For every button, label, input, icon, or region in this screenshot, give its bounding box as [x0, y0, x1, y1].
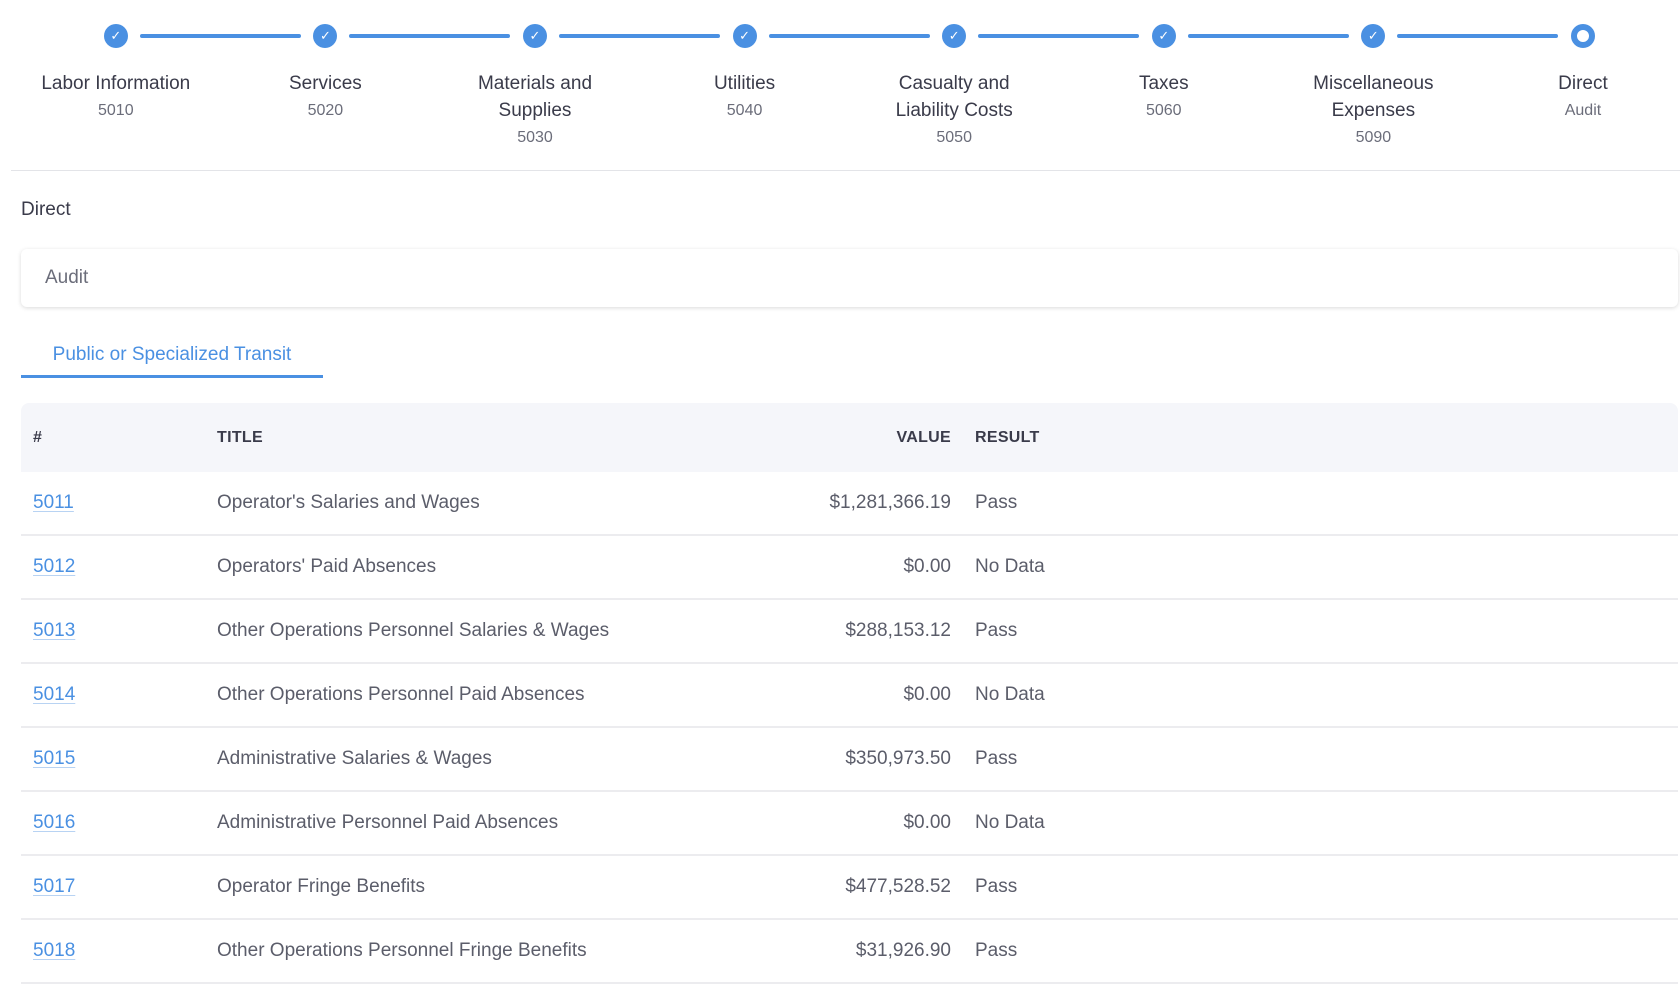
audit-table: # TITLE VALUE RESULT 5011 Operator's Sal… [21, 403, 1678, 984]
row-result: Pass [975, 620, 1018, 641]
row-value: $350,973.50 [845, 748, 951, 769]
table-row: 5013 Other Operations Personnel Salaries… [21, 600, 1678, 664]
row-title: Other Operations Personnel Fringe Benefi… [217, 940, 587, 961]
check-icon: ✓ [522, 24, 547, 48]
row-link[interactable]: 5015 [33, 748, 76, 769]
step-title: Materials and Supplies [477, 73, 593, 121]
step-Audit[interactable]: Direct Audit [1478, 0, 1680, 170]
row-value: $0.00 [903, 812, 951, 833]
step-5030[interactable]: ✓ Materials and Supplies 5030 [430, 0, 720, 170]
step-connector [978, 34, 1140, 38]
check-icon: ✓ [103, 24, 128, 48]
step-title: Labor Information [41, 73, 191, 94]
step-5060[interactable]: ✓ Taxes 5060 [1059, 0, 1349, 170]
step-label: Taxes 5060 [1059, 70, 1269, 124]
step-label: Labor Information 5010 [11, 70, 221, 124]
row-title: Other Operations Personnel Paid Absences [217, 684, 585, 705]
header-num: # [33, 428, 43, 446]
audit-panel[interactable]: Audit [21, 249, 1678, 307]
step-5040[interactable]: ✓ Utilities 5040 [640, 0, 930, 170]
row-result: No Data [975, 812, 1045, 833]
step-code: 5020 [307, 102, 344, 119]
table-row: 5012 Operators' Paid Absences $0.00 No D… [21, 536, 1678, 600]
table-header: # TITLE VALUE RESULT [21, 403, 1678, 472]
step-5050[interactable]: ✓ Casualty and Liability Costs 5050 [849, 0, 1140, 170]
step-label: Miscellaneous Expenses 5090 [1269, 70, 1479, 151]
step-title: Casualty and Liability Costs [895, 73, 1013, 121]
table-row: 5015 Administrative Salaries & Wages $35… [21, 728, 1678, 792]
step-code: 5050 [936, 129, 972, 146]
step-label: Direct Audit [1478, 70, 1680, 124]
table-row: 5018 Other Operations Personnel Fringe B… [21, 920, 1678, 984]
table-row: 5014 Other Operations Personnel Paid Abs… [21, 664, 1678, 728]
check-icon: ✓ [313, 24, 338, 48]
step-5020[interactable]: ✓ Services 5020 [221, 0, 511, 170]
step-connector [558, 34, 720, 38]
table-row: 5017 Operator Fringe Benefits $477,528.5… [21, 856, 1678, 920]
current-step-icon [1570, 24, 1595, 48]
row-link[interactable]: 5011 [33, 492, 74, 513]
step-title: Miscellaneous Expenses [1313, 73, 1434, 121]
row-value: $0.00 [903, 556, 951, 577]
step-code: 5010 [98, 102, 134, 119]
row-link[interactable]: 5017 [33, 876, 76, 897]
step-title: Direct [1558, 73, 1608, 94]
step-connector [349, 34, 511, 38]
step-code: 5030 [517, 129, 553, 146]
step-title: Services [288, 73, 362, 94]
row-title: Operator's Salaries and Wages [217, 492, 480, 513]
row-result: Pass [975, 748, 1018, 769]
row-title: Operators' Paid Absences [217, 556, 437, 577]
check-icon: ✓ [732, 24, 757, 48]
row-value: $477,528.52 [845, 876, 951, 897]
step-code: Audit [1564, 102, 1602, 119]
row-link[interactable]: 5013 [33, 620, 76, 641]
table-row: 5016 Administrative Personnel Paid Absen… [21, 792, 1678, 856]
header-title: TITLE [217, 428, 263, 446]
step-label: Services 5020 [221, 70, 431, 124]
row-value: $0.00 [903, 684, 951, 705]
step-connector [139, 34, 301, 38]
row-link[interactable]: 5014 [33, 684, 76, 705]
check-icon: ✓ [1151, 24, 1176, 48]
step-connector [1397, 34, 1559, 38]
row-title: Other Operations Personnel Salaries & Wa… [217, 620, 610, 641]
step-code: 5060 [1145, 102, 1182, 119]
check-icon: ✓ [942, 24, 967, 48]
row-title: Administrative Salaries & Wages [217, 748, 492, 769]
row-link[interactable]: 5012 [33, 556, 76, 577]
row-link[interactable]: 5016 [33, 812, 76, 833]
row-result: Pass [975, 940, 1018, 961]
row-title: Operator Fringe Benefits [217, 876, 426, 897]
row-value: $1,281,366.19 [829, 492, 951, 513]
table-row: 5011 Operator's Salaries and Wages $1,28… [21, 472, 1678, 536]
row-link[interactable]: 5018 [33, 940, 76, 961]
step-label: Casualty and Liability Costs 5050 [849, 70, 1059, 151]
row-title: Administrative Personnel Paid Absences [217, 812, 559, 833]
step-label: Materials and Supplies 5030 [430, 70, 640, 151]
step-5090[interactable]: ✓ Miscellaneous Expenses 5090 [1269, 0, 1559, 170]
section-title: Direct [21, 199, 71, 220]
step-code: 5090 [1355, 129, 1392, 146]
progress-stepper: ✓ Labor Information 5010 ✓ Services 5020 ✓ Mate… [11, 0, 1680, 171]
row-result: Pass [975, 492, 1018, 513]
tab-public-or-specialized-transit[interactable]: Public or Specialized Transit [21, 338, 323, 378]
header-result: RESULT [975, 428, 1040, 446]
row-result: No Data [975, 556, 1045, 577]
row-value: $288,153.12 [845, 620, 951, 641]
row-result: Pass [975, 876, 1018, 897]
header-value: VALUE [896, 428, 951, 446]
step-5010[interactable]: ✓ Labor Information 5010 [11, 0, 301, 170]
step-title: Utilities [713, 73, 776, 94]
row-result: No Data [975, 684, 1045, 705]
step-label: Utilities 5040 [640, 70, 850, 124]
step-title: Taxes [1138, 73, 1189, 94]
step-connector [768, 34, 930, 38]
step-code: 5040 [726, 102, 763, 119]
step-connector [1187, 34, 1349, 38]
check-icon: ✓ [1361, 24, 1386, 48]
row-value: $31,926.90 [855, 940, 951, 961]
